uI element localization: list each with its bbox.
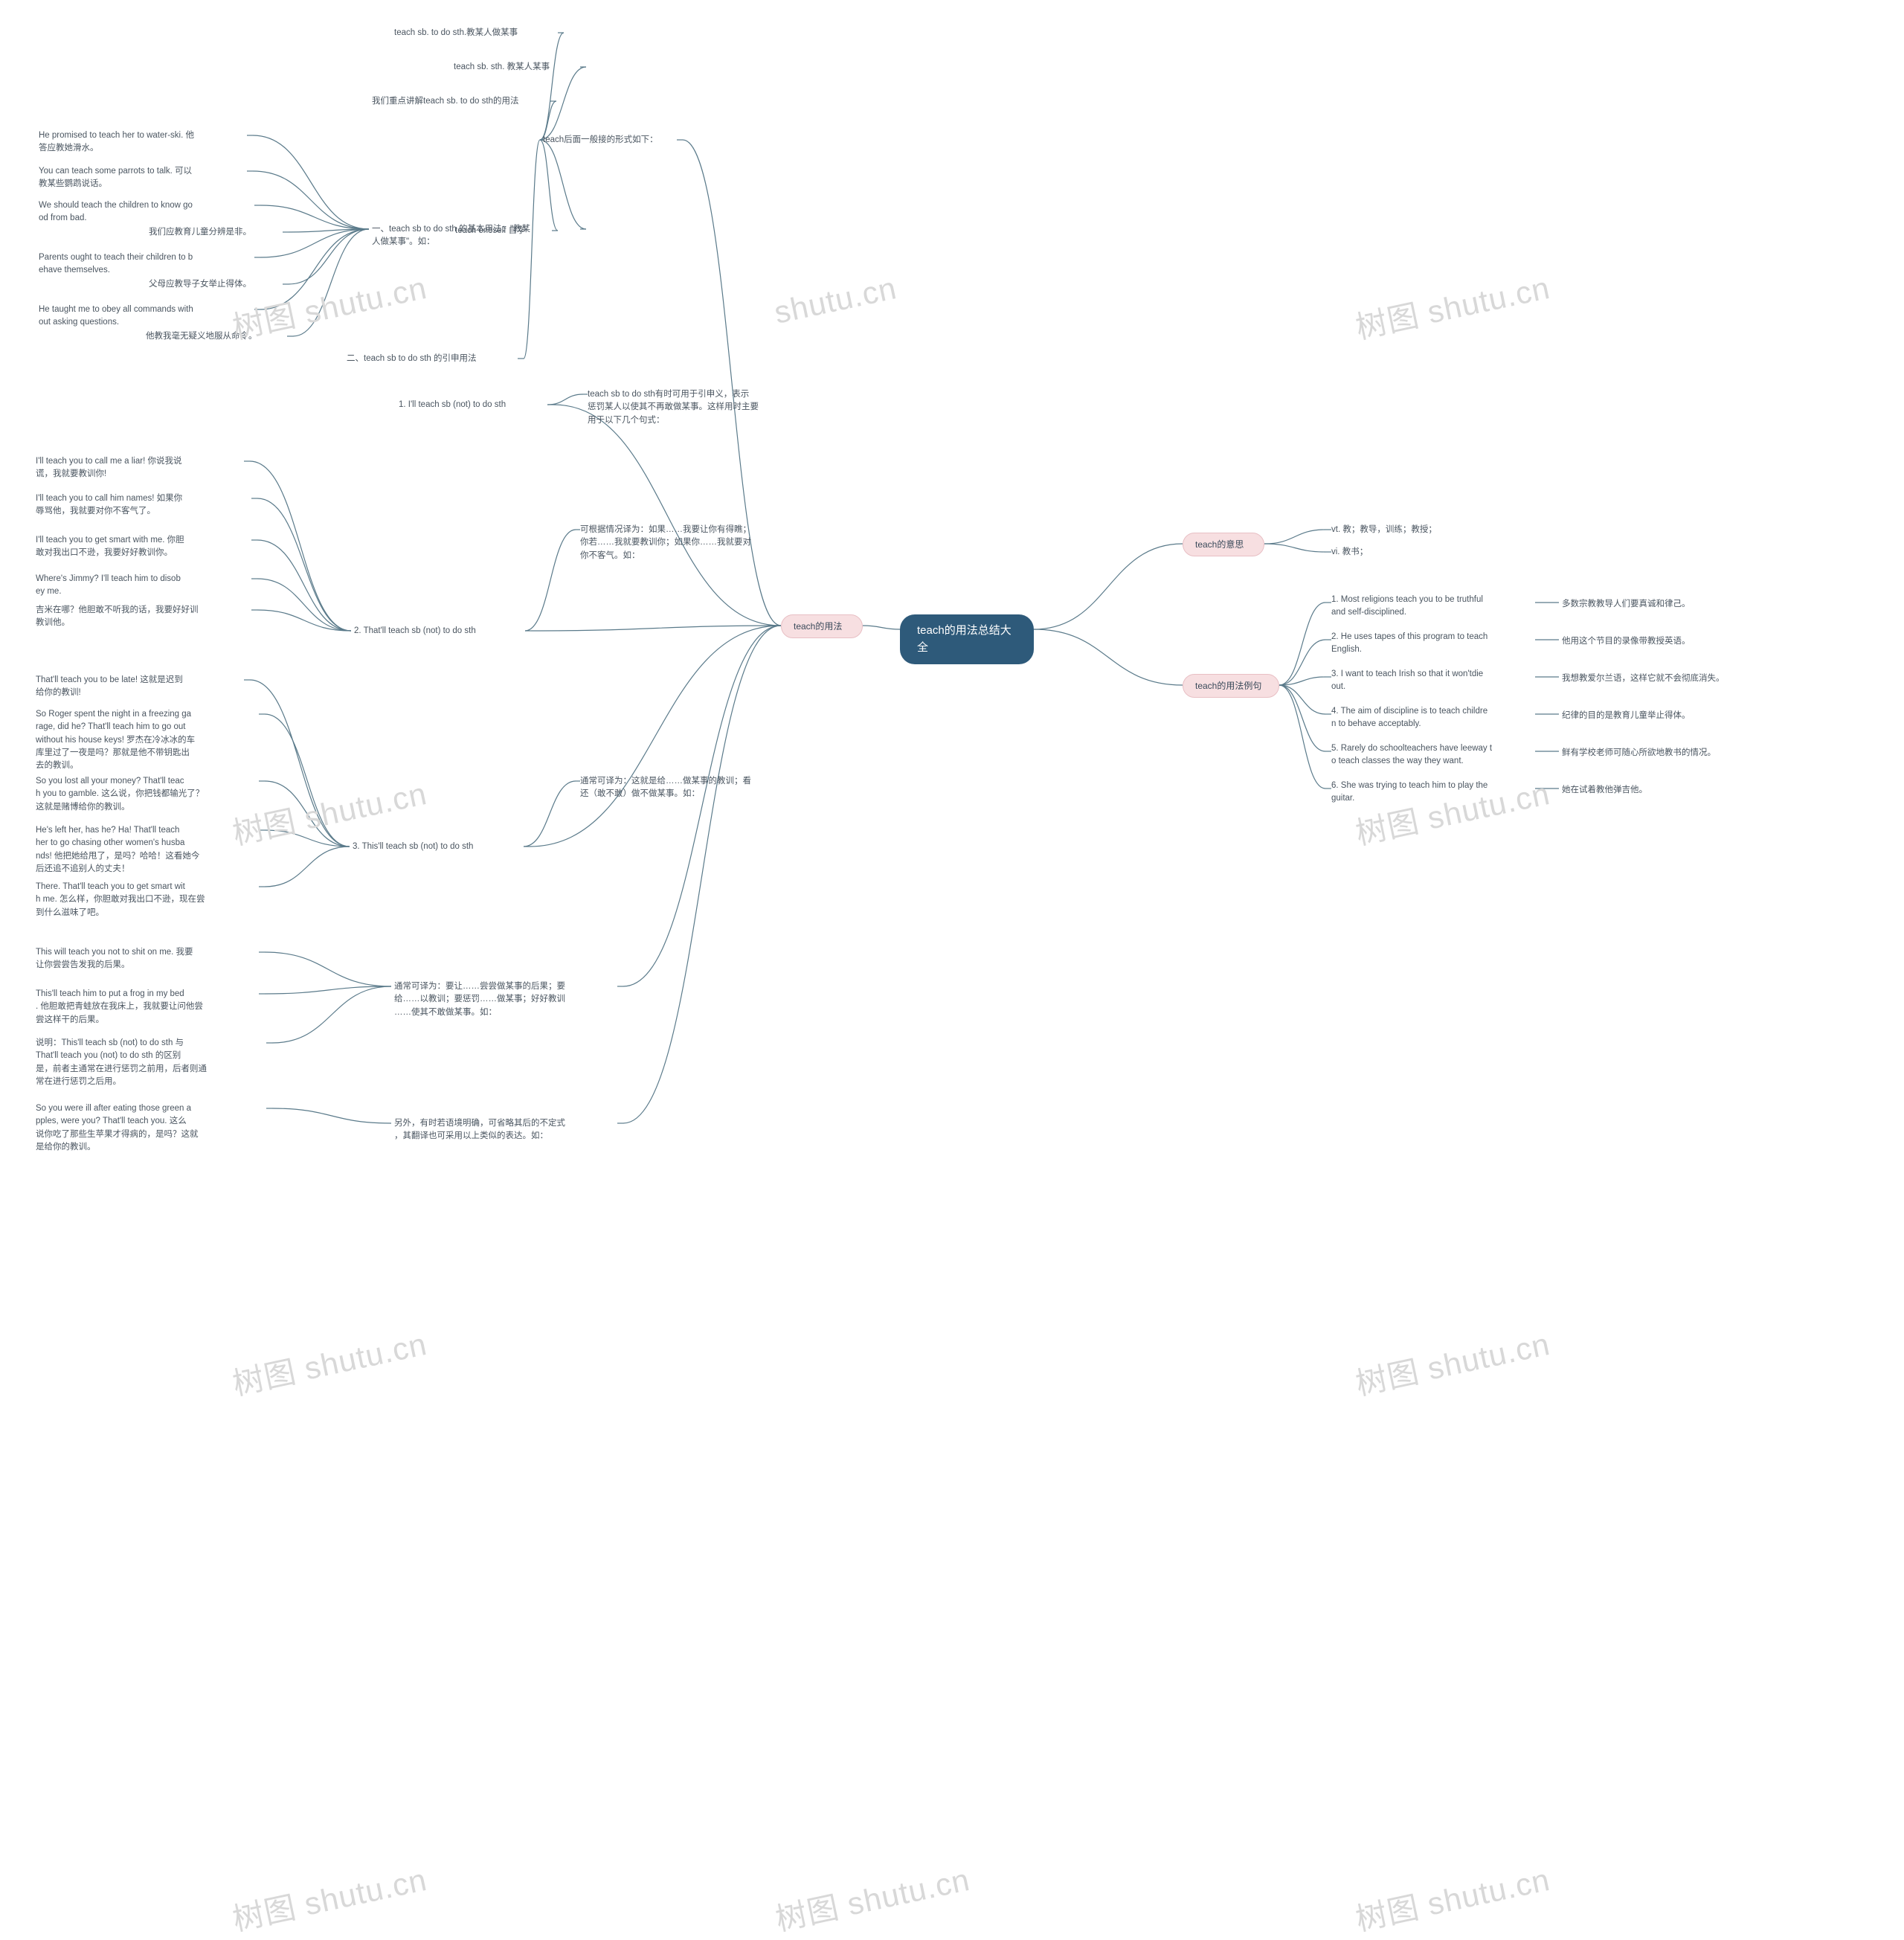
usage-branch: 2. That'll teach sb (not) to do sth	[354, 623, 525, 639]
branch-examples: teach的用法例句	[1183, 674, 1279, 698]
usage-grandchild: 他教我毫无疑义地服从命令。	[146, 329, 287, 344]
example-translation: 我想教爱尔兰语，这样它就不会彻底消失。	[1562, 671, 1755, 687]
usage-branch: teach后面一般接的形式如下：	[543, 132, 677, 148]
usage-grandchild: 父母应教导子女举止得体。	[149, 277, 283, 292]
usage-child: 说明：This'll teach sb (not) to do sth 与 Th…	[36, 1035, 266, 1090]
usage-grandchild: We should teach the children to know go …	[39, 198, 254, 227]
usage-branch: 3. This'll teach sb (not) to do sth	[353, 839, 524, 855]
root-node: teach的用法总结大全	[900, 614, 1034, 664]
example-leaf: 6. She was trying to teach him to play t…	[1331, 778, 1532, 807]
usage-child: That'll teach you to be late! 这就是迟到 给你的教…	[36, 672, 244, 701]
usage-child: teach sb. to do sth.教某人做某事	[394, 25, 558, 41]
branch-usage: teach的用法	[781, 614, 863, 638]
usage-child: He's left her, has he? Ha! That'll teach…	[36, 823, 259, 877]
usage-child: teach sb to do sth有时可用于引申义，表示 惩罚某人以使其不再敢…	[588, 387, 796, 428]
usage-child: 二、teach sb to do sth 的引申用法	[347, 351, 518, 367]
usage-grandchild: He taught me to obey all commands with o…	[39, 302, 254, 331]
usage-child: 可根据情况译为：如果……我要让你有得瞧； 你若……我就要教训你；如果你……我就要…	[580, 522, 788, 564]
usage-child: So Roger spent the night in a freezing g…	[36, 707, 259, 774]
connector-canvas	[0, 0, 1904, 1939]
usage-grandchild: He promised to teach her to water-ski. 他…	[39, 128, 247, 157]
usage-child: So you were ill after eating those green…	[36, 1101, 266, 1155]
usage-child: 我们重点讲解teach sb. to do sth的用法	[372, 94, 550, 109]
usage-branch: 1. I'll teach sb (not) to do sth	[399, 397, 547, 413]
usage-grandchild: You can teach some parrots to talk. 可以 教…	[39, 164, 247, 193]
usage-branch: 通常可译为：要让……尝尝做某事的后果；要 给……以教训；要惩罚……做某事；好好教…	[394, 979, 617, 1021]
usage-child: Where's Jimmy? I'll teach him to disob e…	[36, 571, 251, 600]
example-translation: 他用这个节目的录像带教授英语。	[1562, 634, 1755, 649]
example-leaf: 5. Rarely do schoolteachers have leeway …	[1331, 741, 1532, 770]
example-translation: 鲜有学校老师可随心所欲地教书的情况。	[1562, 745, 1755, 761]
usage-grandchild: 我们应教育儿童分辨是非。	[149, 225, 283, 240]
example-translation: 多数宗教教导人们要真诚和律己。	[1562, 597, 1755, 612]
usage-child: This'll teach him to put a frog in my be…	[36, 986, 259, 1028]
usage-child: teach sb. sth. 教某人某事	[454, 60, 580, 75]
example-leaf: 3. I want to teach Irish so that it won'…	[1331, 667, 1532, 696]
example-leaf: 1. Most religions teach you to be truthf…	[1331, 592, 1532, 621]
example-leaf: 4. The aim of discipline is to teach chi…	[1331, 704, 1532, 733]
usage-child: I'll teach you to call me a liar! 你说我说 谎…	[36, 454, 244, 483]
usage-child: There. That'll teach you to get smart wi…	[36, 879, 259, 921]
example-translation: 她在试着教他弹吉他。	[1562, 783, 1755, 798]
meaning-leaf: vi. 教书；	[1331, 545, 1406, 560]
usage-child: So you lost all your money? That'll teac…	[36, 774, 259, 815]
usage-child: 吉米在哪？他胆敢不听我的话，我要好好训 教训他。	[36, 603, 251, 632]
usage-grandchild: Parents ought to teach their children to…	[39, 250, 254, 279]
branch-meaning: teach的意思	[1183, 533, 1264, 556]
usage-child: 通常可译为：这就是给……做某事的教训；看 还（敢不敢）做不做某事。如：	[580, 774, 788, 803]
usage-child: This will teach you not to shit on me. 我…	[36, 945, 259, 974]
usage-child: teach oneself 自学	[455, 223, 552, 239]
usage-branch: 另外，有时若语境明确，可省略其后的不定式 ，其翻译也可采用以上类似的表达。如：	[394, 1116, 617, 1145]
usage-child: I'll teach you to call him names! 如果你 辱骂…	[36, 491, 251, 520]
example-leaf: 2. He uses tapes of this program to teac…	[1331, 629, 1532, 658]
meaning-leaf: vt. 教；教导，训练；教授；	[1331, 522, 1480, 538]
example-translation: 纪律的目的是教育儿童举止得体。	[1562, 708, 1755, 724]
usage-child: I'll teach you to get smart with me. 你胆 …	[36, 533, 251, 562]
